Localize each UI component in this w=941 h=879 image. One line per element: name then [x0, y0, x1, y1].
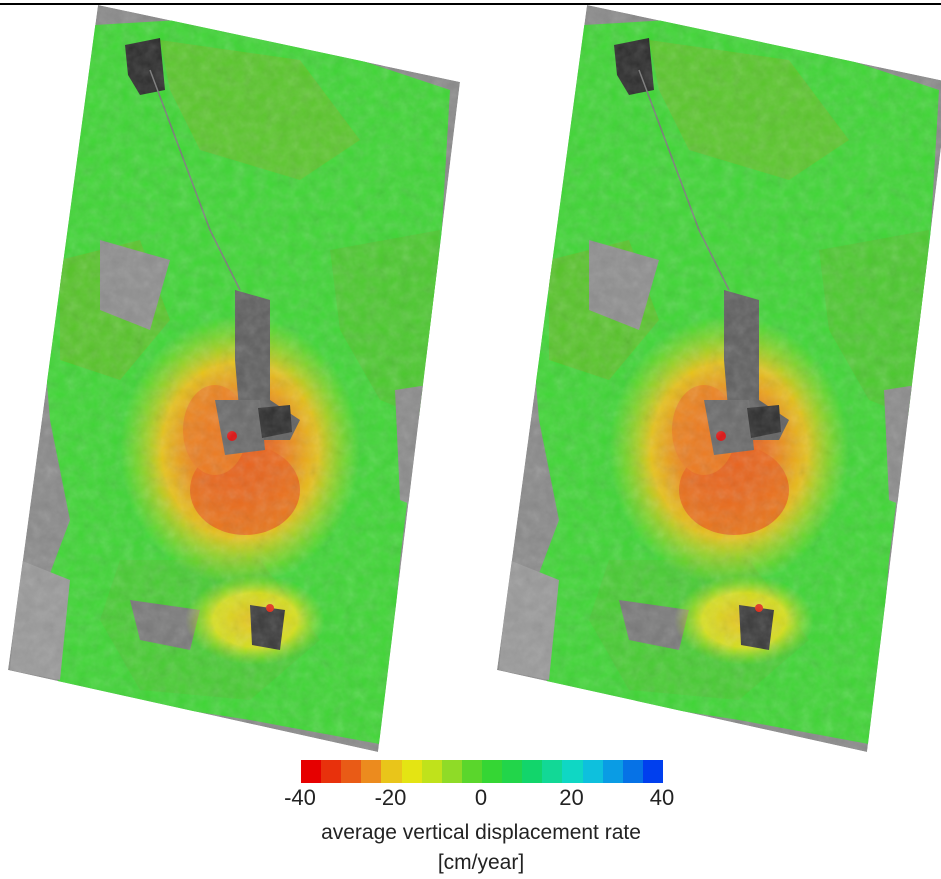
colorbar-swatch [321, 760, 342, 783]
colorbar-swatch [502, 760, 523, 783]
map-panel-right [497, 5, 941, 752]
colorbar-tick-label: 0 [474, 785, 488, 810]
colorbar-swatch [622, 760, 643, 783]
colorbar-swatch [642, 760, 663, 783]
colorbar-swatch [522, 760, 543, 783]
colorbar-swatch [562, 760, 583, 783]
top-rule [0, 3, 941, 5]
colorbar-swatch [401, 760, 422, 783]
colorbar-tick-label: 20 [559, 785, 584, 810]
colorbar-swatch [441, 760, 462, 783]
colorbar-tick-label: -40 [284, 785, 316, 810]
colorbar-swatch [301, 760, 322, 783]
colorbar-tick-label: -20 [374, 785, 407, 810]
displacement-maps [8, 5, 941, 752]
colorbar-swatch [481, 760, 503, 783]
colorbar-swatch [381, 760, 402, 783]
colorbar-swatch [461, 760, 482, 783]
colorbar-tick-label: 40 [649, 785, 675, 810]
colorbar-swatch [421, 760, 442, 783]
colorbar-swatch [341, 760, 362, 783]
colorbar [300, 759, 664, 784]
map-panel-left [8, 5, 460, 752]
colorbar-label: average vertical displacement rate [321, 821, 641, 844]
colorbar-swatch [602, 760, 623, 783]
colorbar-swatch [361, 760, 382, 783]
colorbar-unit: [cm/year] [437, 851, 525, 874]
colorbar-swatch [582, 760, 603, 783]
colorbar-swatch [542, 760, 563, 783]
